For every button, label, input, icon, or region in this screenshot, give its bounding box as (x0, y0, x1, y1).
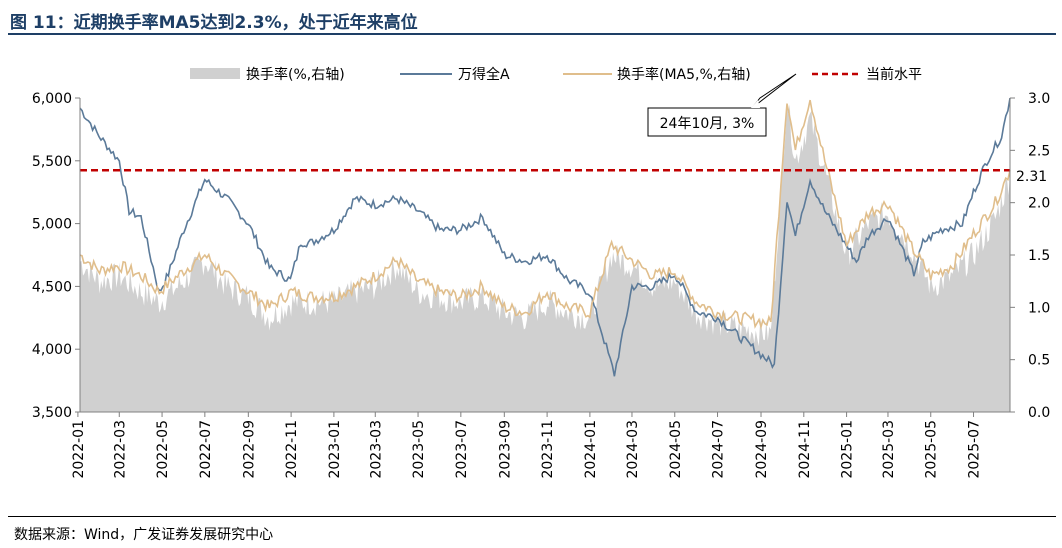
y-left-tick-label: 6,000 (32, 91, 72, 107)
axes: 3,500 4,000 4,500 5,000 5,500 6,000 0.0 0.5 1.0 1… (32, 91, 1050, 479)
x-tick-label: 2022-11 (284, 420, 300, 479)
callout-box (647, 107, 767, 137)
x-tick-label: 2025-07 (967, 420, 983, 479)
x-tick-label: 2024-09 (754, 420, 770, 479)
x-tick-label: 2022-05 (155, 420, 171, 479)
title-rule (8, 33, 1056, 35)
y-right-tick-label: 1.0 (1028, 300, 1050, 316)
legend: 换手率(%,右轴) 万得全A 换手率(MA5,%,右轴) 当前水平 (190, 66, 922, 83)
legend-turnover-label: 换手率(%,右轴) (246, 66, 345, 83)
y-left-tick-label: 5,500 (32, 154, 72, 170)
x-tick-label: 2022-07 (198, 420, 214, 479)
y-left-tick-label: 3,500 (32, 405, 72, 421)
x-tick-label: 2023-07 (454, 420, 470, 479)
callout-text: 24年10月, 3% (660, 116, 755, 132)
x-tick-label: 2024-03 (625, 420, 641, 479)
current-level-label: 2.31 (1016, 169, 1047, 185)
callout-2410: 24年10月, 3% (647, 73, 797, 137)
x-tick-label: 2024-11 (797, 420, 813, 479)
y-left-tick-label: 5,000 (32, 217, 72, 233)
x-tick-label: 2022-03 (112, 420, 128, 479)
y-right-tick-label: 2.0 (1028, 196, 1050, 212)
y-right-tick-label: 0.0 (1028, 405, 1050, 421)
legend-level-label: 当前水平 (866, 66, 922, 83)
x-tick-label: 2022-09 (241, 420, 257, 479)
chart-title: 图 11：近期换手率MA5达到2.3%，处于近年来高位 (10, 13, 418, 33)
plot-area (79, 97, 1011, 413)
x-tick-label: 2024-05 (668, 420, 684, 479)
footer-rule (8, 516, 1056, 517)
x-tick-label: 2023-03 (368, 420, 384, 479)
turnover-chart: 换手率(%,右轴) 万得全A 换手率(MA5,%,右轴) 当前水平 3,500 4… (32, 66, 1050, 479)
index-line (79, 97, 1011, 377)
legend-turnover-swatch (190, 68, 240, 79)
x-tick-label: 2022-01 (71, 420, 87, 479)
legend-ma5-label: 换手率(MA5,%,右轴) (617, 66, 751, 83)
x-tick-label: 2023-09 (497, 420, 513, 479)
y-left-tick-label: 4,000 (32, 342, 72, 358)
y-right-tick-label: 2.5 (1028, 143, 1050, 159)
x-tick-label: 2024-07 (711, 420, 727, 479)
ma5-line (79, 99, 1011, 330)
x-tick-label: 2025-03 (881, 420, 897, 479)
y-right-tick-label: 0.5 (1028, 353, 1050, 369)
x-tick-label: 2024-01 (583, 420, 599, 479)
turnover-area (80, 104, 1010, 413)
x-tick-label: 2023-01 (327, 420, 343, 479)
x-tick-label: 2023-11 (540, 420, 556, 479)
x-tick-label: 2023-05 (411, 420, 427, 479)
y-right-tick-label: 3.0 (1028, 91, 1050, 107)
legend-index-label: 万得全A (458, 66, 510, 83)
x-tick-label: 2025-01 (840, 420, 856, 479)
source-note: 数据来源：Wind，广发证券发展研究中心 (14, 527, 274, 543)
y-left-tick-label: 4,500 (32, 279, 72, 295)
x-tick-label: 2025-05 (924, 420, 940, 479)
y-right-tick-label: 1.5 (1028, 248, 1050, 264)
